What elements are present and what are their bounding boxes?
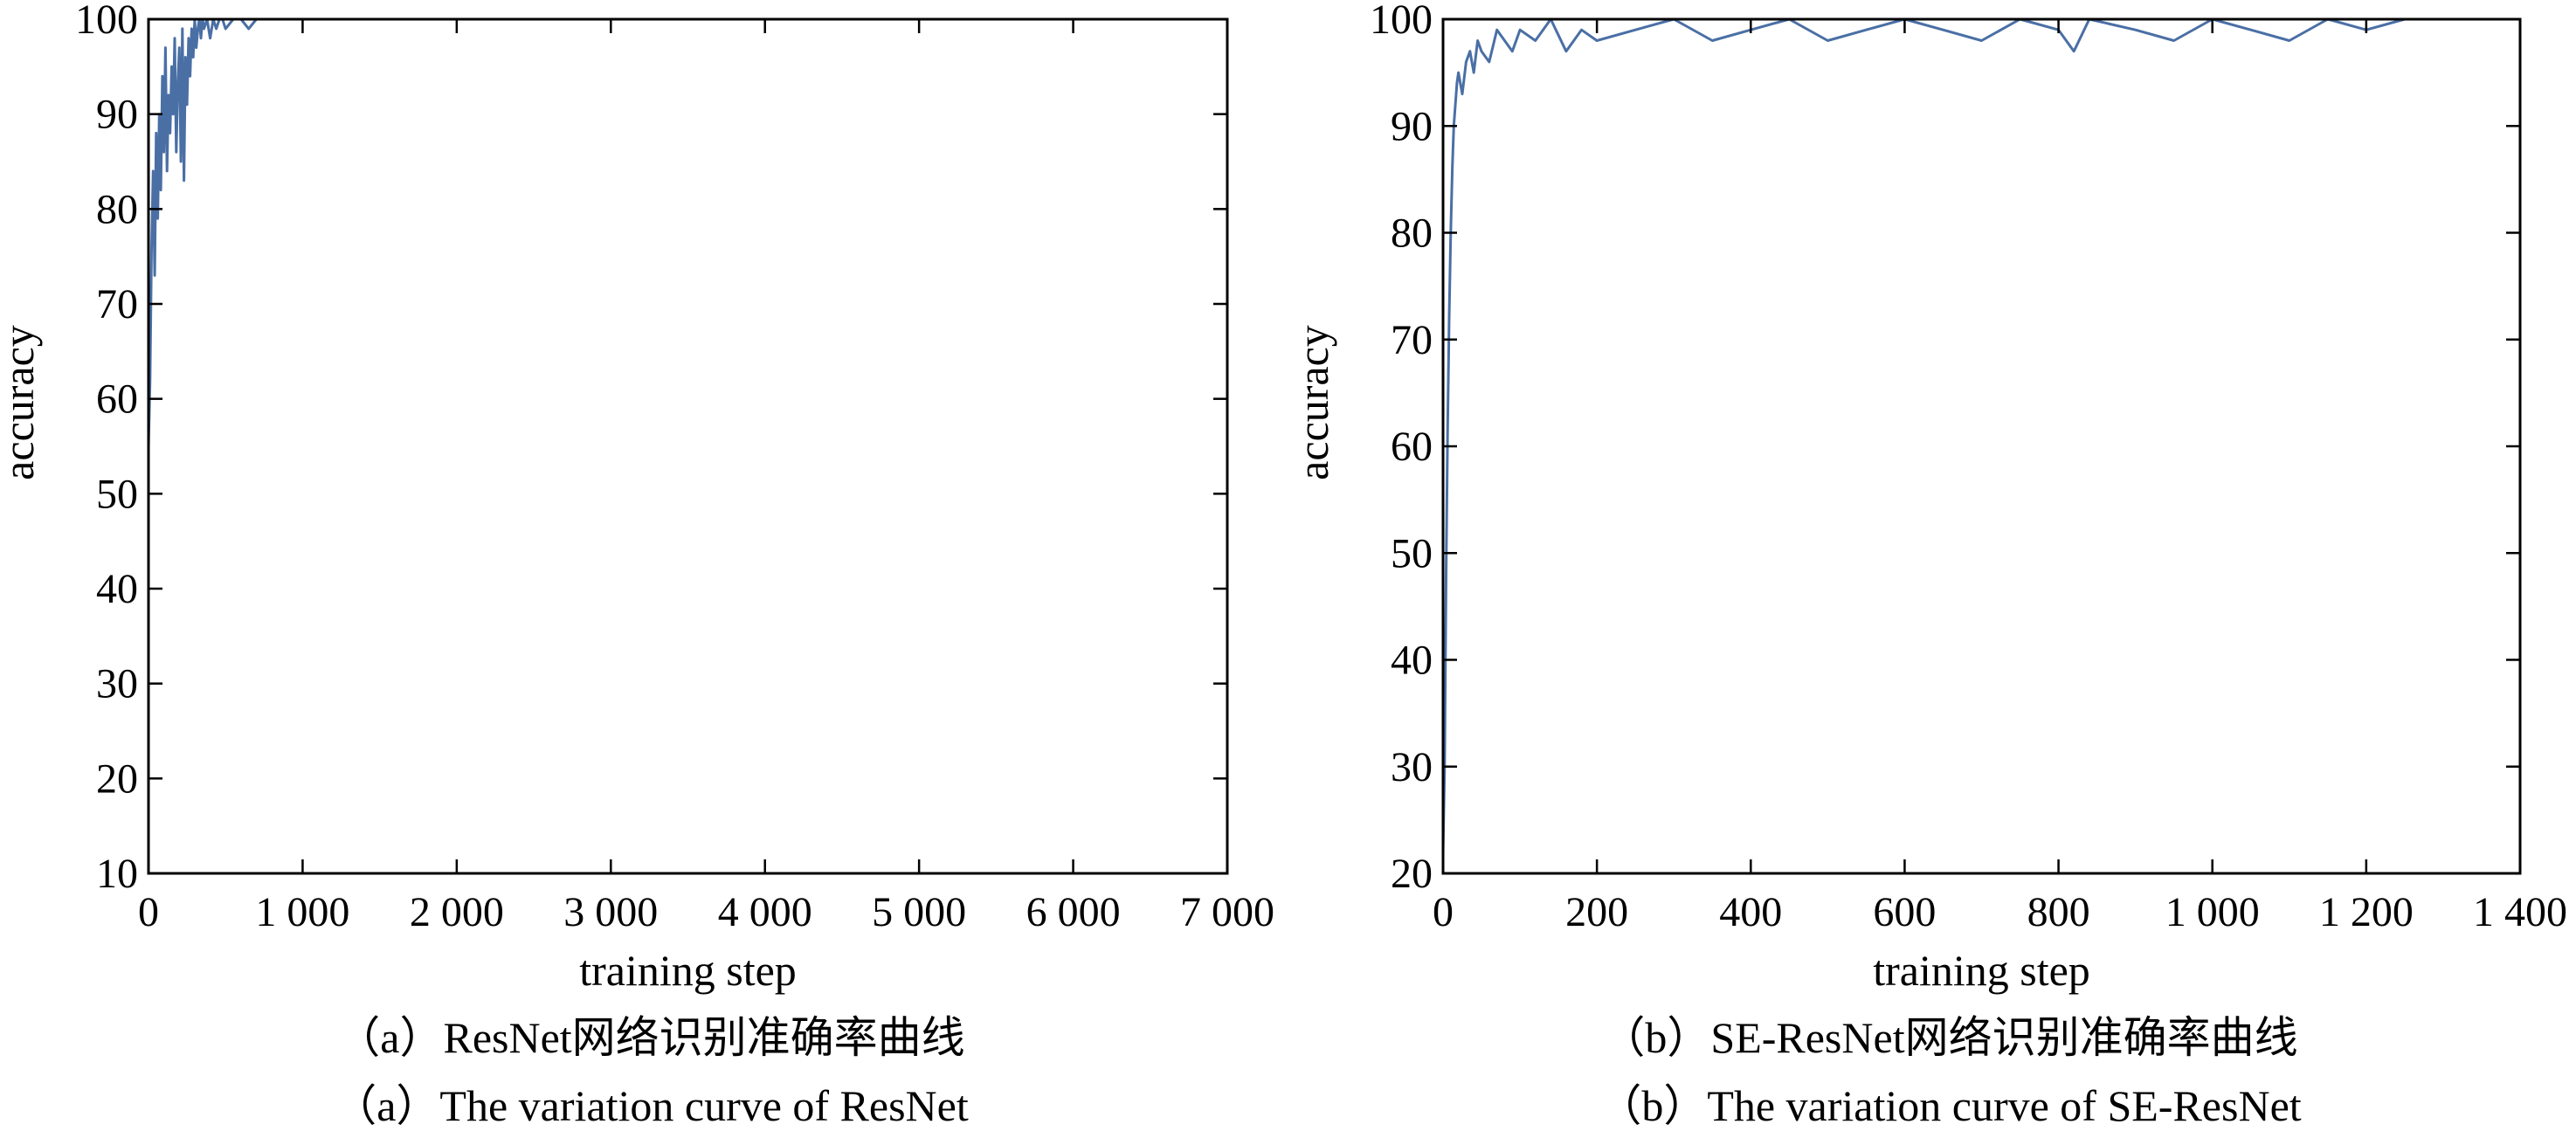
- panel-b-x-tick-label: 600: [1873, 889, 1936, 935]
- panel-a-y-tick-label: 80: [96, 186, 138, 232]
- panel-a-y-tick-label: 20: [96, 755, 138, 802]
- panel-b-x-axis-label: training step: [1873, 946, 2090, 995]
- panel-a-x-tick-label: 5 000: [872, 889, 966, 935]
- panel-a-x-tick-label: 3 000: [563, 889, 658, 935]
- panel-b-y-tick-label: 50: [1391, 530, 1433, 576]
- panel-a-x-tick-label: 0: [138, 889, 159, 935]
- panel-a-y-tick-label: 60: [96, 376, 138, 423]
- panel-a-x-tick-label: 1 000: [255, 889, 349, 935]
- panel-b-x-tick-label: 400: [1719, 889, 1782, 935]
- panel-a-x-tick-label: 2 000: [410, 889, 504, 935]
- panel-a-chart: 0 1 000 2 000 3 000 4 000 5 000 6 000 7 000 10 20…: [0, 0, 1274, 995]
- panel-b-x-tick-label: 1 400: [2473, 889, 2567, 935]
- panel-b-plot-frame: [1441, 17, 2522, 875]
- panel-b-y-tick-label: 60: [1391, 424, 1433, 470]
- caption-b-english: （b）The variation curve of SE-ResNet: [1598, 1081, 2301, 1130]
- panel-b-y-tick-label: 20: [1391, 851, 1433, 897]
- panel-a-x-tick-label: 6 000: [1026, 889, 1121, 935]
- panel-b-y-tick-label: 30: [1391, 744, 1433, 790]
- panel-a-x-tick-label: 4 000: [718, 889, 812, 935]
- panel-b-chart: 0 200 400 600 800 1 000 1 200 1 400 20 30 40 50 60 70…: [1288, 0, 2567, 995]
- panel-a-y-tick-label: 100: [75, 0, 138, 43]
- panel-a-y-tick-label: 50: [96, 471, 138, 517]
- panel-b-y-tick-label: 80: [1391, 210, 1433, 257]
- panel-a-y-axis-label: accuracy: [0, 325, 43, 480]
- panel-b-x-tick-label: 200: [1565, 889, 1628, 935]
- panel-a-x-axis-label: training step: [579, 946, 797, 995]
- caption-a-chinese: （a）ResNet网络识别准确率曲线: [336, 1013, 964, 1062]
- panel-a-y-tick-label: 70: [96, 281, 138, 328]
- caption-b-chinese: （b）SE-ResNet网络识别准确率曲线: [1601, 1013, 2297, 1062]
- panel-b-series-line-0: [1441, 17, 2443, 852]
- panel-b-y-tick-label: 90: [1391, 103, 1433, 149]
- panel-a-y-tick-label: 30: [96, 661, 138, 707]
- panel-b-y-tick-label: 40: [1391, 638, 1433, 684]
- panel-b-y-axis-label: accuracy: [1288, 325, 1337, 480]
- panel-b-x-tick-label: 800: [2027, 889, 2090, 935]
- panel-b-x-tick-label: 1 200: [2319, 889, 2414, 935]
- panel-a-y-tick-label: 10: [96, 851, 138, 897]
- panel-b-x-tick-label: 0: [1433, 889, 1454, 935]
- panel-b-x-tick-label: 1 000: [2165, 889, 2260, 935]
- panel-b-y-tick-label: 70: [1391, 317, 1433, 363]
- panel-a-plot-frame: [147, 17, 1229, 875]
- panel-a-y-tick-label: 90: [96, 92, 138, 138]
- panel-a-x-tick-label: 7 000: [1180, 889, 1274, 935]
- caption-a-english: （a）The variation curve of ResNet: [333, 1081, 969, 1130]
- panel-a-y-tick-label: 40: [96, 566, 138, 612]
- panel-a-series-line-0: [147, 17, 258, 447]
- panel-b-y-tick-label: 100: [1370, 0, 1433, 43]
